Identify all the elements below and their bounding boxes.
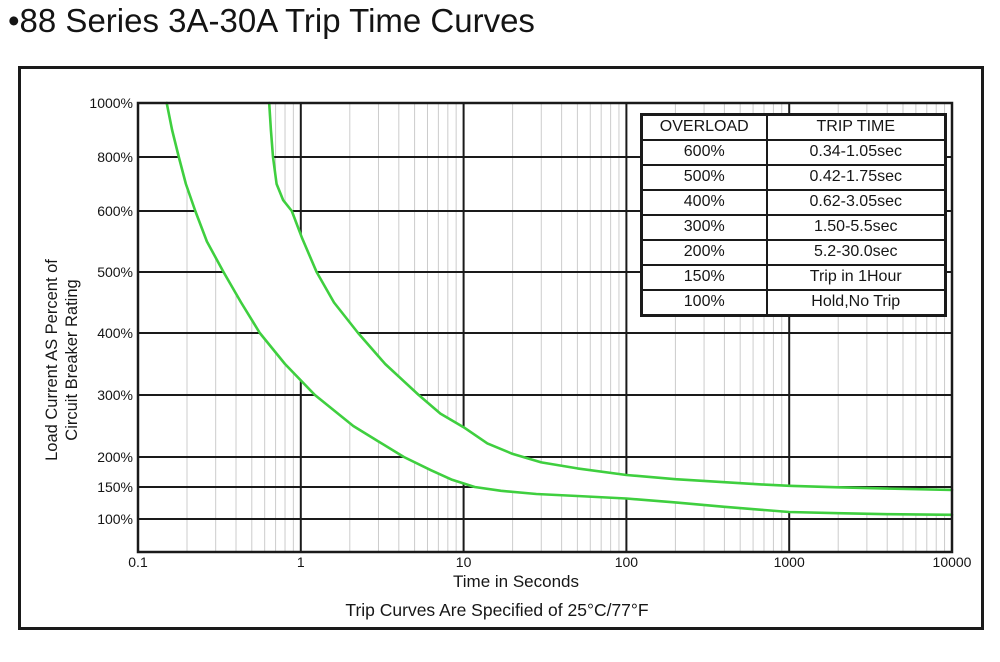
trip-time-column-header: TRIP TIME — [765, 113, 947, 141]
table-row: 500% 0.42-1.75sec — [640, 164, 947, 191]
trip-time-cell: Hold,No Trip — [765, 289, 947, 317]
max-trip-time-curve — [267, 101, 954, 492]
x-tick-label: 10000 — [933, 554, 972, 570]
table-header-row: OVERLOAD TRIP TIME — [640, 113, 947, 141]
trip-time-cell: 1.50-5.5sec — [765, 214, 947, 241]
y-tick-label: 1000% — [89, 95, 133, 111]
trip-band — [166, 103, 952, 515]
y-tick-label: 600% — [97, 203, 133, 219]
x-tick-label: 100 — [615, 554, 639, 570]
y-axis-title-line1: Load Current AS Percent of — [43, 259, 61, 461]
minor-gridlines — [186, 103, 946, 552]
overload-cell: 300% — [640, 214, 768, 241]
overload-cell: 600% — [640, 139, 768, 166]
table-row: 150% Trip in 1Hour — [640, 264, 947, 291]
x-tick-label: 10 — [456, 554, 472, 570]
trip-time-cell: 5.2-30.0sec — [765, 239, 947, 266]
trip-time-cell: 0.42-1.75sec — [765, 164, 947, 191]
overload-column-header: OVERLOAD — [640, 113, 768, 141]
overload-cell: 500% — [640, 164, 768, 191]
table-row: 600% 0.34-1.05sec — [640, 139, 947, 166]
chart-footnote: Trip Curves Are Specified of 25°C/77°F — [345, 600, 649, 620]
overload-cell: 200% — [640, 239, 768, 266]
y-tick-label: 100% — [97, 511, 133, 527]
trip-time-cell: 0.34-1.05sec — [765, 139, 947, 166]
page-title: •88 Series 3A-30A Trip Time Curves — [8, 2, 535, 39]
table-row: 200% 5.2-30.0sec — [640, 239, 947, 266]
overload-cell: 100% — [640, 289, 768, 317]
overload-cell: 150% — [640, 264, 768, 291]
y-tick-labels: 100% 150% 200% 300% 400% 500% 600% 800% 1000% — [89, 95, 133, 527]
overload-cell: 400% — [640, 189, 768, 216]
y-tick-label: 800% — [97, 149, 133, 165]
y-axis-title-line2: Circuit Breaker Rating — [63, 279, 81, 441]
plot-border — [136, 101, 954, 554]
table-row: 100% Hold,No Trip — [640, 289, 947, 317]
y-tick-label: 400% — [97, 325, 133, 341]
min-trip-time-curve — [165, 101, 954, 517]
trip-time-table: OVERLOAD TRIP TIME 600% 0.34-1.05sec 500… — [640, 113, 947, 317]
x-axis-title: Time in Seconds — [453, 572, 579, 591]
y-tick-label: 300% — [97, 387, 133, 403]
y-tick-label: 200% — [97, 449, 133, 465]
trip-time-cell: Trip in 1Hour — [765, 264, 947, 291]
table-row: 300% 1.50-5.5sec — [640, 214, 947, 241]
x-tick-labels: 0.1 1 10 100 1000 10000 — [128, 554, 971, 570]
y-axis-title: Load Current AS Percent of Circuit Break… — [42, 259, 82, 461]
x-tick-label: 1 — [297, 554, 305, 570]
y-tick-label: 500% — [97, 264, 133, 280]
x-tick-label: 1000 — [774, 554, 805, 570]
x-tick-label: 0.1 — [128, 554, 148, 570]
table-row: 400% 0.62-3.05sec — [640, 189, 947, 216]
trip-time-cell: 0.62-3.05sec — [765, 189, 947, 216]
y-tick-label: 150% — [97, 479, 133, 495]
